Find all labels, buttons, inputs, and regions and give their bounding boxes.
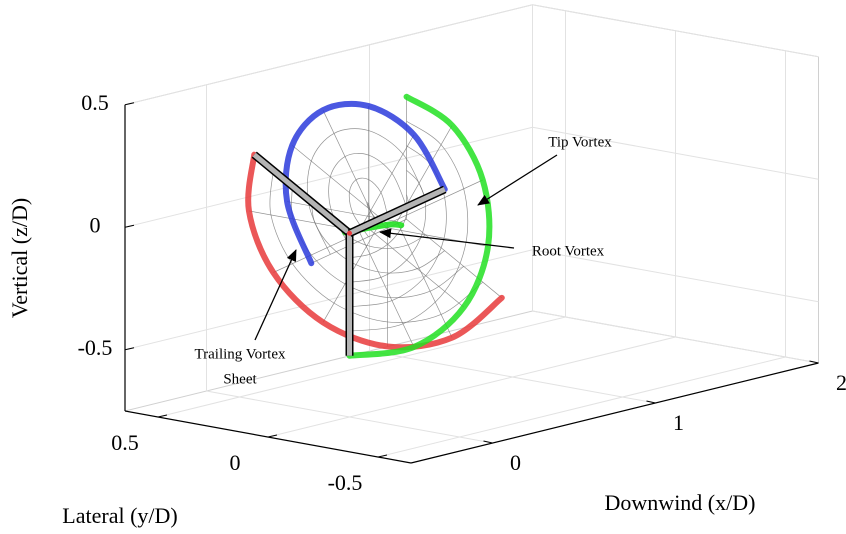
blade (348, 187, 446, 236)
tip-vortex (282, 100, 448, 267)
y-tick (157, 414, 168, 418)
grid-line (267, 336, 676, 438)
z-tick (124, 102, 135, 106)
sheet-radial (358, 230, 415, 348)
sheet-radial (322, 110, 379, 227)
z-tick (124, 224, 135, 228)
grid (124, 4, 819, 464)
z-axis-label: Vertical (z/D) (7, 198, 32, 318)
grid-line (377, 356, 786, 458)
blade (252, 152, 352, 236)
sheet-ring (348, 177, 388, 238)
grid-line (532, 249, 819, 303)
y-axis-label: Lateral (y/D) (62, 503, 177, 528)
annotation: Trailing Vortex (195, 346, 286, 362)
grid-line (157, 316, 566, 418)
grid-line (532, 126, 819, 180)
sheet-radial (291, 145, 388, 225)
tip-vortex (245, 151, 505, 351)
x-tick (809, 360, 819, 364)
x-tick (646, 400, 656, 404)
annotation-arrow (379, 228, 515, 249)
tip-vortex (346, 93, 493, 359)
z-tick-label: -0.5 (78, 335, 113, 360)
z-tick (124, 347, 135, 351)
y-tick (267, 434, 278, 438)
sheet-radial (396, 221, 453, 338)
sheet-ring (269, 170, 483, 323)
x-tick-label: 0 (510, 450, 521, 475)
y-tick-label: -0.5 (328, 470, 363, 495)
annotation: Root Vortex (532, 243, 605, 259)
z-tick-label: 0 (90, 212, 101, 237)
x-tick-label: 1 (673, 410, 684, 435)
sheet-radial (387, 179, 483, 225)
grid-line (532, 4, 819, 58)
wake (245, 93, 505, 359)
sheet-radial (368, 228, 465, 308)
grid-line (124, 4, 533, 106)
sheet-radial (358, 134, 415, 232)
annotation-arrow (477, 154, 558, 206)
y-tick-label: 0 (230, 450, 241, 475)
x-tick-label: 2 (836, 370, 846, 395)
x-axis (410, 362, 819, 464)
x-axis-label: Downwind (x/D) (605, 490, 756, 515)
y-tick (377, 454, 388, 458)
annotation-arrow (254, 249, 297, 341)
sheet-ring (328, 153, 407, 246)
sheet-ring (306, 128, 427, 255)
z-tick-label: 0.5 (81, 90, 109, 115)
labels: -0.5 0 0.5 -0.5 0 0.5 0 1 2 Vertical (z/D) Lateral… (7, 90, 846, 528)
x-tick (483, 440, 493, 444)
annotation: Tip Vortex (548, 134, 612, 150)
hub (347, 230, 352, 236)
annotation: Sheet (223, 371, 257, 387)
y-tick-label: 0.5 (111, 430, 139, 455)
